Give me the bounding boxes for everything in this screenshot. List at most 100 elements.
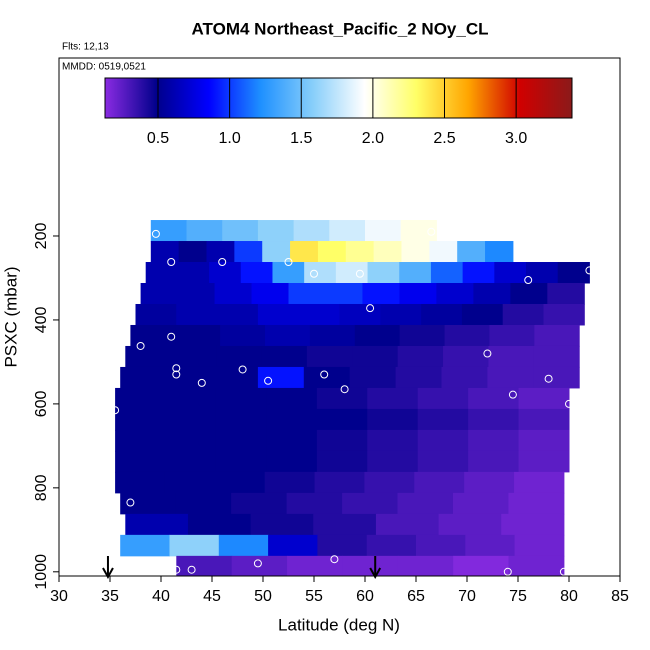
cell (397, 492, 454, 515)
cell (430, 262, 464, 284)
flight-point (544, 374, 553, 383)
flights-label: Flts: 12,13 (62, 42, 109, 53)
cell (367, 429, 419, 452)
y-tick-label: 800 (33, 474, 50, 501)
x-tick-label: 65 (407, 588, 425, 605)
cell (400, 220, 437, 242)
cell (298, 303, 340, 326)
colorbar-tick-label: 2.0 (362, 130, 384, 147)
cell (533, 366, 580, 389)
x-tick-label: 50 (254, 588, 272, 605)
cell (501, 513, 565, 536)
cell (354, 324, 401, 347)
flight-point (284, 258, 293, 267)
cell (436, 282, 474, 305)
flight-point (264, 376, 273, 385)
cell (145, 262, 178, 284)
cell (526, 262, 559, 284)
cell (316, 387, 368, 410)
cell (518, 450, 570, 473)
cell (317, 241, 347, 263)
cell (494, 262, 527, 284)
cell (508, 555, 565, 577)
cell (465, 534, 516, 557)
cell (345, 241, 375, 263)
cell (187, 513, 252, 536)
colorbar-tick-label: 1.0 (219, 130, 241, 147)
cell (457, 241, 486, 263)
cell (150, 241, 180, 263)
cell (314, 471, 365, 494)
flight-point (167, 258, 176, 267)
cell (485, 241, 514, 263)
cell (120, 366, 167, 389)
cell (266, 387, 318, 410)
chart-title: ATOM4 Northeast_Pacific_2 NOy_CL (192, 19, 489, 38)
cell (342, 555, 399, 577)
cell (178, 241, 208, 263)
colorbar-tick-label: 2.5 (433, 130, 455, 147)
dates-label: MMDD: 0519,0521 (62, 62, 146, 73)
cell (462, 262, 495, 284)
cell (441, 366, 488, 389)
cell (352, 345, 399, 368)
flight-point (483, 349, 492, 358)
cell (240, 262, 273, 284)
cell (399, 262, 432, 284)
cell (444, 324, 490, 347)
cell (268, 534, 318, 557)
cell (262, 241, 291, 263)
cell (464, 471, 515, 494)
flight-point (427, 227, 436, 236)
cell (489, 324, 535, 347)
x-tick-label: 75 (509, 588, 527, 605)
cell (120, 534, 170, 557)
cell (502, 303, 544, 326)
cell (416, 534, 466, 557)
cell (417, 429, 469, 452)
cell (349, 366, 397, 389)
cell (212, 366, 259, 389)
cell (186, 220, 223, 242)
cell (220, 324, 266, 347)
cell (547, 282, 585, 305)
plot-frame (58, 57, 621, 577)
x-tick-label: 35 (101, 588, 119, 605)
cell (342, 492, 399, 515)
cell (417, 408, 469, 431)
cell (125, 345, 172, 368)
cell (266, 429, 318, 452)
cell (287, 555, 343, 577)
flight-point (366, 304, 375, 313)
cell (175, 492, 232, 515)
colorbar (104, 77, 573, 119)
cell (306, 345, 353, 368)
cell (468, 450, 520, 473)
cell (365, 220, 402, 242)
cell (218, 534, 269, 557)
cell (367, 408, 419, 431)
colorbar-tick-label: 1.5 (290, 130, 312, 147)
flight-point (167, 332, 176, 341)
cell (215, 387, 267, 410)
cell (452, 492, 509, 515)
cell (177, 282, 216, 305)
x-tick-label: 55 (305, 588, 323, 605)
cell (339, 303, 381, 326)
cell (272, 262, 305, 284)
cell (115, 408, 167, 431)
flight-point (172, 565, 181, 574)
cell (429, 241, 458, 263)
cell (234, 241, 263, 263)
cell (125, 513, 189, 536)
cell (169, 534, 220, 557)
cell (251, 282, 289, 305)
cell (209, 262, 242, 284)
cell (461, 303, 504, 326)
cell (362, 282, 400, 305)
cell (165, 408, 217, 431)
cell (316, 429, 368, 452)
flight-point (238, 365, 247, 374)
cell (115, 387, 167, 410)
colorbar-tick-label: 0.5 (147, 130, 169, 147)
